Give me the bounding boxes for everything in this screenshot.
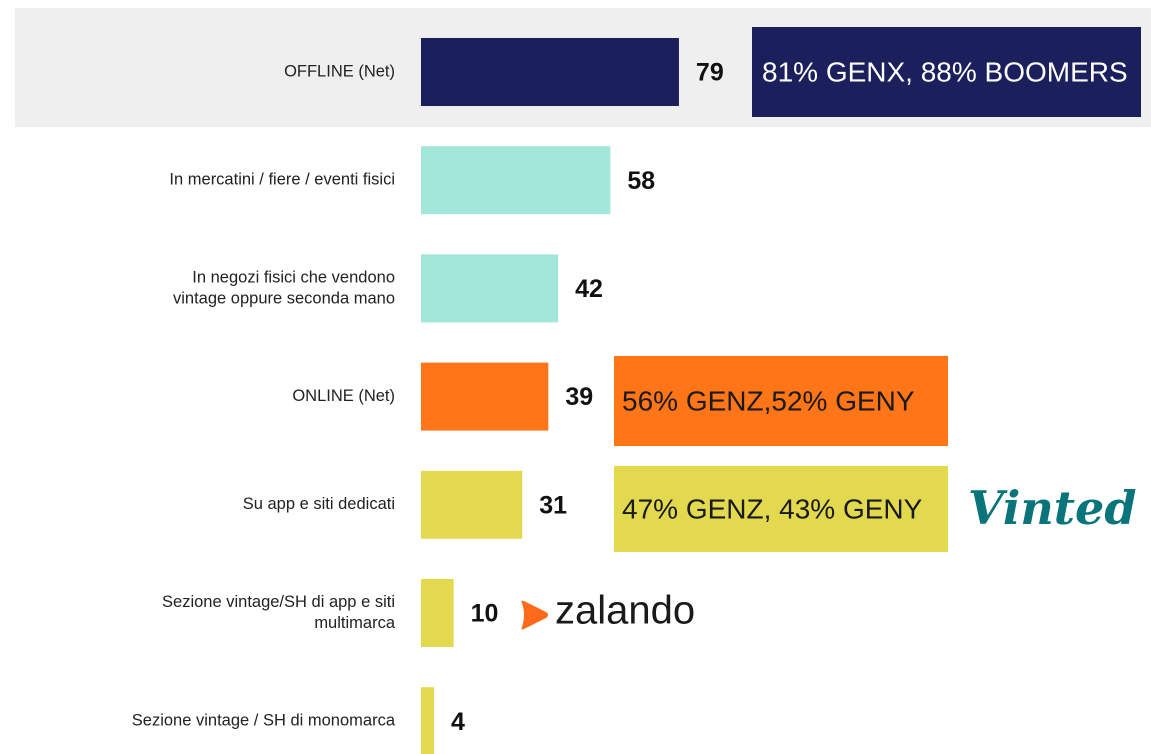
category-label: Sezione vintage / SH di monomarca	[132, 712, 396, 730]
value-label: 42	[575, 275, 603, 303]
category-label: Sezione vintage/SH di app e siti	[162, 593, 395, 611]
category-label: In negozi fisici che vendono	[192, 268, 395, 286]
value-label: 4	[451, 708, 465, 736]
annotation-text: 81% GENX, 88% BOOMERS	[762, 56, 1128, 87]
zalando-logo: zalando	[555, 589, 695, 633]
category-label: multimarca	[314, 614, 396, 632]
annotation-box	[614, 466, 948, 552]
value-label: 10	[471, 600, 499, 628]
value-label: 58	[627, 167, 655, 195]
annotation-box	[752, 27, 1141, 117]
zalando-icon	[521, 600, 548, 630]
bar	[421, 146, 611, 215]
value-label: 31	[539, 491, 567, 519]
bar	[421, 470, 523, 539]
annotation-box	[614, 356, 948, 446]
category-label: ONLINE (Net)	[292, 387, 395, 405]
vinted-logo: Vinted	[968, 481, 1136, 535]
bar	[421, 687, 435, 754]
bar	[421, 254, 559, 323]
category-label: vintage oppure seconda mano	[173, 289, 395, 307]
category-label: Su app e siti dedicati	[243, 495, 395, 513]
value-label: 79	[696, 59, 724, 87]
value-label: 39	[565, 383, 593, 411]
category-label: OFFLINE (Net)	[284, 62, 395, 80]
bar	[421, 38, 679, 106]
annotation-text: 47% GENZ, 43% GENY	[622, 493, 923, 524]
category-label: In mercatini / fiere / eventi fisici	[169, 171, 395, 189]
annotation-text: 56% GENZ,52% GENY	[622, 385, 915, 416]
bar	[421, 579, 454, 647]
bar	[421, 362, 549, 431]
